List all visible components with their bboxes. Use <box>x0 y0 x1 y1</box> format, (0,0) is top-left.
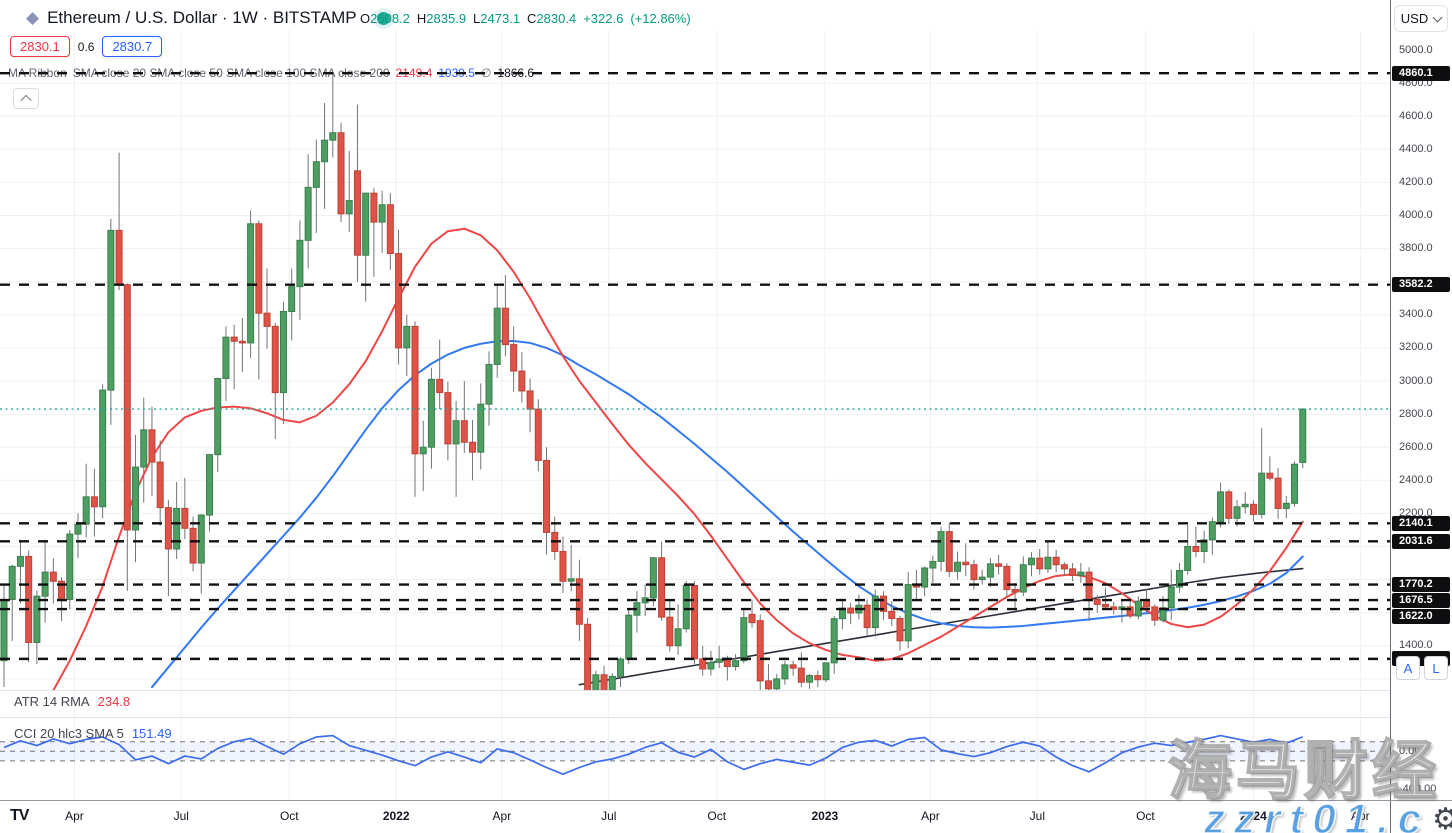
currency-selector-button[interactable]: USD <box>1394 5 1448 32</box>
pane-separator[interactable] <box>0 717 1390 718</box>
sma200-value: 1866.6 <box>497 66 535 80</box>
price-tick: 2800.0 <box>1399 407 1433 420</box>
collapse-legend-button[interactable] <box>13 88 39 109</box>
atr-value: 234.8 <box>97 694 131 709</box>
time-label-year: 2023 <box>811 809 839 823</box>
time-axis[interactable]: TV Apr Jul Oct 2022 Apr Jul Oct 2023 Apr Jul Oct 20… <box>0 800 1452 833</box>
ethereum-logo-icon: ◆ <box>26 8 40 27</box>
currency-label: USD <box>1400 11 1429 26</box>
time-label-year: 2024 <box>1240 809 1267 823</box>
high-value: 2835.9 <box>426 11 467 26</box>
price-axis[interactable]: USD A L 5000.0 4800.0 4600.0 4400.0 4200.0 40… <box>1390 0 1452 800</box>
time-label-month: Oct <box>279 809 299 823</box>
atr-label: ATR 14 RMA <box>14 694 90 709</box>
change-value: +322.6 <box>583 11 624 26</box>
price-level-badge: 1770.2 <box>1392 577 1450 593</box>
change-percent: (+12.86%) <box>630 11 691 26</box>
sma100-value: ∅ <box>480 66 492 80</box>
symbol-title[interactable]: Ethereum / U.S. Dollar · 1W · BITSTAMP <box>47 8 357 27</box>
cci-label: CCI 20 hlc3 SMA 5 <box>14 726 124 741</box>
ma-ribbon-legend[interactable]: MA Ribbon SMA close 20 SMA close 50 SMA … <box>8 66 534 80</box>
cci-legend[interactable]: CCI 20 hlc3 SMA 5 151.49 <box>14 726 172 741</box>
price-tick: 2600.0 <box>1399 440 1433 453</box>
price-tick: 3000.0 <box>1399 374 1433 387</box>
chevron-up-icon <box>20 94 32 106</box>
bid-ask-row: 2830.1 0.6 2830.7 <box>10 36 163 57</box>
time-label-month: Jul <box>173 809 189 823</box>
price-tick: 4000.0 <box>1399 209 1433 221</box>
atr-legend[interactable]: ATR 14 RMA 234.8 <box>14 694 130 709</box>
low-value: 2473.1 <box>480 11 521 26</box>
time-label-month: Apr <box>492 809 512 823</box>
price-level-badge: 1622.0 <box>1392 608 1450 624</box>
indicator-name: MA Ribbon <box>8 66 67 80</box>
price-tick: 5000.0 <box>1399 43 1433 56</box>
sell-button[interactable]: 2830.1 <box>10 36 70 57</box>
price-level-badge: 1676.5 <box>1392 592 1450 608</box>
buy-button[interactable]: 2830.7 <box>102 36 163 57</box>
pane-separator[interactable] <box>0 690 1390 691</box>
sma50-value: 1939.5 <box>438 66 475 80</box>
price-level-badge: 2031.6 <box>1392 533 1450 549</box>
sma20-value: 2149.4 <box>395 66 433 80</box>
time-label-month: Jul <box>601 809 617 823</box>
close-value: 2830.4 <box>536 11 577 26</box>
time-label-month: Apr <box>65 809 84 823</box>
log-scale-button[interactable]: L <box>1424 656 1448 680</box>
price-tick: 2400.0 <box>1399 473 1433 486</box>
price-tick: 3200.0 <box>1399 341 1433 354</box>
cci-tick: -400.00 <box>1399 782 1437 795</box>
price-tick: 4600.0 <box>1399 109 1433 122</box>
time-label-year: 2022 <box>382 809 410 823</box>
tradingview-logo-icon[interactable]: TV <box>10 807 29 824</box>
ohlc-readout: O2508.2 H2835.9 L2473.1 C2830.4 +322.6 (… <box>360 11 691 26</box>
close-label: C <box>527 11 537 26</box>
market-status-icon[interactable] <box>376 11 390 25</box>
price-tick: 3800.0 <box>1399 242 1433 255</box>
time-label-month: Apr <box>1350 809 1370 823</box>
price-tick: 4200.0 <box>1399 175 1433 188</box>
price-level-badge: 3582.2 <box>1392 277 1450 293</box>
auto-scale-button[interactable]: A <box>1396 656 1420 680</box>
price-level-badge: 4860.1 <box>1392 65 1450 81</box>
low-label: L <box>473 11 481 26</box>
open-label: O <box>360 11 371 26</box>
symbol-header: ◆ Ethereum / U.S. Dollar · 1W · BITSTAMP <box>26 8 390 28</box>
chevron-down-icon <box>1432 12 1443 22</box>
price-level-badge: 2140.1 <box>1392 515 1450 531</box>
cci-value: 151.49 <box>131 726 172 741</box>
axis-corner <box>1390 801 1452 833</box>
spread-value: 0.6 <box>77 39 95 54</box>
high-label: H <box>416 11 427 26</box>
time-label-month: Apr <box>921 809 940 823</box>
open-value: 2508.2 <box>370 11 410 26</box>
price-tick: 1400.0 <box>1399 639 1433 652</box>
cci-tick: 0.00 <box>1399 744 1421 757</box>
time-label-month: Oct <box>707 809 727 823</box>
indicator-params: SMA close 20 SMA close 50 SMA close 100 … <box>72 66 390 80</box>
price-tick: 3400.0 <box>1399 308 1433 321</box>
time-label-month: Oct <box>1136 809 1155 823</box>
price-tick: 4400.0 <box>1399 142 1433 155</box>
time-label-month: Jul <box>1029 809 1045 823</box>
